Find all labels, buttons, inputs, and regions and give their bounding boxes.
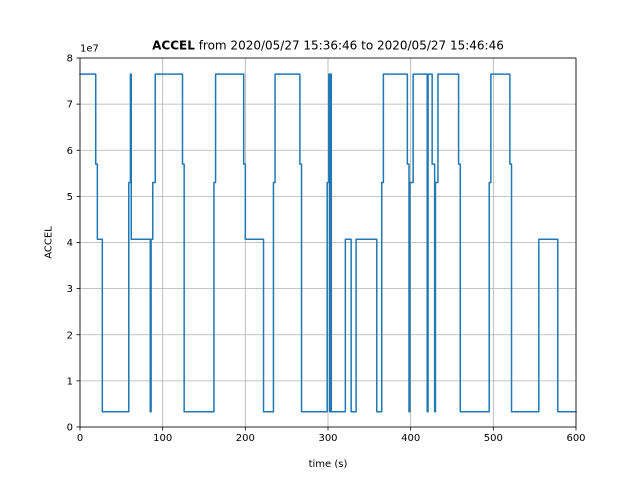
y-tick-label-8: 8 bbox=[67, 54, 73, 65]
chart-title: ACCEL from 2020/05/27 15:36:46 to 2020/0… bbox=[152, 39, 504, 53]
series-line-0 bbox=[79, 73, 577, 413]
y-tick-label-6: 6 bbox=[67, 146, 73, 157]
x-tick-label-2: 200 bbox=[236, 433, 255, 444]
y-tick-label-1: 1 bbox=[67, 376, 73, 387]
x-tick-label-5: 500 bbox=[484, 433, 503, 444]
x-tick-label-4: 400 bbox=[401, 433, 420, 444]
chart-title-rest: from 2020/05/27 15:36:46 to 2020/05/27 1… bbox=[195, 39, 504, 53]
chart-title-bold: ACCEL bbox=[152, 39, 195, 53]
y-tick-label-2: 2 bbox=[67, 330, 73, 341]
x-tick-label-0: 0 bbox=[77, 433, 83, 444]
axes: 0 100 200 300 400 500 600 0 1 2 3 4 5 6 7 8 bbox=[67, 54, 586, 445]
y-offset-text: 1e7 bbox=[80, 44, 99, 55]
x-tick-label-6: 600 bbox=[566, 433, 585, 444]
y-tick-label-0: 0 bbox=[67, 423, 73, 434]
y-tick-label-7: 7 bbox=[67, 100, 73, 111]
x-axis-label: time (s) bbox=[309, 459, 348, 470]
y-axis-label: ACCEL bbox=[44, 226, 55, 259]
x-tick-label-1: 100 bbox=[153, 433, 172, 444]
y-tick-label-3: 3 bbox=[67, 284, 73, 295]
x-tick-label-3: 300 bbox=[318, 433, 337, 444]
y-tick-label-5: 5 bbox=[67, 192, 73, 203]
plot-area bbox=[79, 73, 577, 413]
y-tick-label-4: 4 bbox=[67, 238, 73, 249]
